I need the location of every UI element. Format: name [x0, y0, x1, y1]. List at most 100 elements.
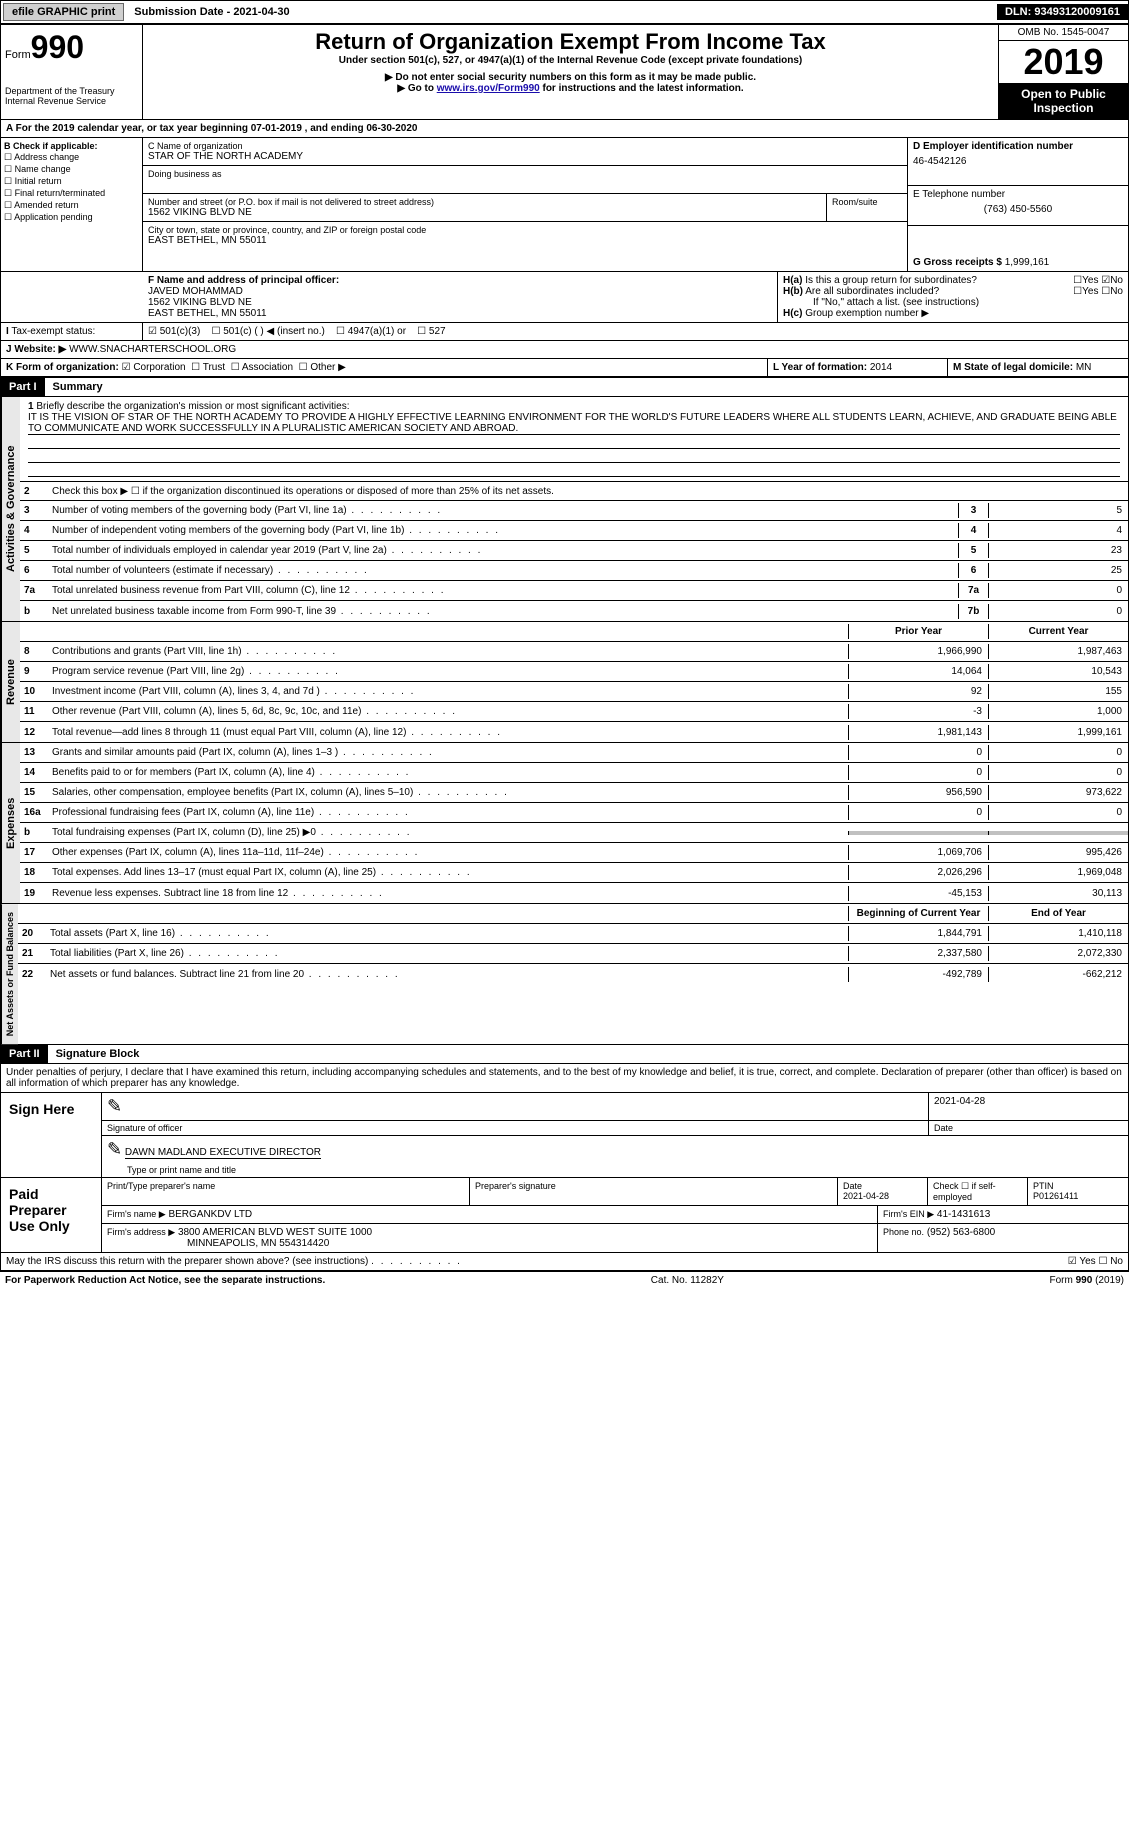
ha-checkboxes[interactable]: ☐Yes ☑No [1073, 275, 1123, 286]
firm-ein: 41-1431613 [937, 1209, 990, 1220]
phone: (763) 450-5560 [913, 204, 1123, 215]
col-end: End of Year [988, 906, 1128, 921]
part2-header-row: Part II Signature Block [0, 1045, 1129, 1064]
line-14: 14Benefits paid to or for members (Part … [20, 763, 1128, 783]
open-public-badge: Open to Public Inspection [999, 83, 1128, 119]
line-21: 21Total liabilities (Part X, line 26)2,3… [18, 944, 1128, 964]
cb-trust[interactable]: ☐ Trust [191, 362, 225, 373]
check-self[interactable]: Check ☐ if self-employed [928, 1178, 1028, 1205]
line-4: 4Number of independent voting members of… [20, 521, 1128, 541]
line-6: 6Total number of volunteers (estimate if… [20, 561, 1128, 581]
paid-prep-label: Paid Preparer Use Only [1, 1178, 101, 1252]
cb-amended[interactable]: ☐ Amended return [4, 200, 139, 211]
line-22: 22Net assets or fund balances. Subtract … [18, 964, 1128, 984]
part2-badge: Part II [1, 1045, 48, 1063]
cb-final-return[interactable]: ☐ Final return/terminated [4, 188, 139, 199]
box-m-label: M State of legal domicile: [953, 362, 1073, 373]
city-label: City or town, state or province, country… [148, 225, 902, 235]
part1-title: Summary [45, 378, 111, 396]
prep-sig-label: Preparer's signature [470, 1178, 838, 1205]
line-7a: 7aTotal unrelated business revenue from … [20, 581, 1128, 601]
cb-initial-return[interactable]: ☐ Initial return [4, 176, 139, 187]
box-b: B Check if applicable: ☐ Address change … [1, 138, 143, 271]
vlabel-ag: Activities & Governance [1, 397, 20, 621]
sign-here-block: Sign Here ✎ 2021-04-28 Signature of offi… [0, 1093, 1129, 1253]
cb-corp[interactable]: ☑ Corporation [122, 362, 186, 373]
firm-phone: (952) 563-6800 [927, 1227, 995, 1238]
line-9: 9Program service revenue (Part VIII, lin… [20, 662, 1128, 682]
firm-addr1: 3800 AMERICAN BLVD WEST SUITE 1000 [178, 1227, 372, 1238]
officer-printed-name: DAWN MADLAND EXECUTIVE DIRECTOR [125, 1147, 321, 1159]
box-e-label: E Telephone number [913, 189, 1123, 200]
irs-link[interactable]: www.irs.gov/Form990 [437, 83, 540, 94]
cb-501c[interactable]: ☐ 501(c) ( ) ◀ (insert no.) [211, 326, 324, 337]
line-3: 3Number of voting members of the governi… [20, 501, 1128, 521]
date-label: Date [928, 1121, 1128, 1135]
org-address: 1562 VIKING BLVD NE [148, 207, 821, 218]
firm-addr2: MINNEAPOLIS, MN 554314420 [107, 1238, 329, 1249]
part1-body: Activities & Governance 1 Briefly descri… [0, 397, 1129, 622]
box-l-label: L Year of formation: [773, 362, 867, 373]
col-begin: Beginning of Current Year [848, 906, 988, 921]
footer: For Paperwork Reduction Act Notice, see … [0, 1271, 1129, 1289]
form-num-big: 990 [31, 29, 84, 65]
part1-header-row: Part I Summary [0, 377, 1129, 397]
website-value: WWW.SNACHARTERSCHOOL.ORG [69, 344, 236, 355]
line-5: 5Total number of individuals employed in… [20, 541, 1128, 561]
tax-year: 2019 [999, 41, 1128, 83]
form-label: Form [5, 49, 31, 61]
cb-app-pending[interactable]: ☐ Application pending [4, 212, 139, 223]
dba-label: Doing business as [148, 169, 902, 179]
note-ssn: ▶ Do not enter social security numbers o… [147, 72, 994, 83]
org-city: EAST BETHEL, MN 55011 [148, 235, 902, 246]
form-title: Return of Organization Exempt From Incom… [147, 29, 994, 55]
line2-text: Check this box ▶ ☐ if the organization d… [48, 484, 1128, 499]
line2-num: 2 [20, 484, 48, 499]
revenue-section: Revenue Prior Year Current Year 8Contrib… [0, 622, 1129, 743]
netassets-section: Net Assets or Fund Balances Beginning of… [0, 904, 1129, 1045]
paperwork-notice: For Paperwork Reduction Act Notice, see … [5, 1275, 325, 1286]
cb-address-change[interactable]: ☐ Address change [4, 152, 139, 163]
hb-checkboxes[interactable]: ☐Yes ☐No [1073, 286, 1123, 297]
gross-receipts: 1,999,161 [1005, 257, 1050, 268]
addr-label: Number and street (or P.O. box if mail i… [148, 197, 821, 207]
website-row: J Website: ▶ WWW.SNACHARTERSCHOOL.ORG [0, 341, 1129, 359]
line1-label: Briefly describe the organization's miss… [36, 401, 349, 412]
cb-4947[interactable]: ☐ 4947(a)(1) or [336, 326, 406, 337]
box-j-label: Website: ▶ [14, 344, 66, 355]
sig-officer-label: Signature of officer [102, 1121, 928, 1135]
box-c-label: C Name of organization [148, 141, 902, 151]
line-19: 19Revenue less expenses. Subtract line 1… [20, 883, 1128, 903]
line-17: 17Other expenses (Part IX, column (A), l… [20, 843, 1128, 863]
submission-date: Submission Date - 2021-04-30 [126, 4, 297, 20]
omb-number: OMB No. 1545-0047 [999, 25, 1128, 41]
goto-post: for instructions and the latest informat… [540, 83, 744, 94]
box-d-label: D Employer identification number [913, 141, 1123, 152]
discuss-row: May the IRS discuss this return with the… [0, 1253, 1129, 1271]
cb-527[interactable]: ☐ 527 [417, 326, 445, 337]
discuss-text: May the IRS discuss this return with the… [6, 1256, 368, 1267]
cb-name-change[interactable]: ☐ Name change [4, 164, 139, 175]
ha-text: Is this a group return for subordinates? [805, 275, 977, 286]
type-name-label: Type or print name and title [102, 1163, 1128, 1177]
part1-badge: Part I [1, 378, 45, 396]
ptin: P01261411 [1033, 1191, 1078, 1201]
line-13: 13Grants and similar amounts paid (Part … [20, 743, 1128, 763]
year-formation: 2014 [870, 362, 892, 373]
part2-title: Signature Block [48, 1045, 148, 1063]
form-subtitle: Under section 501(c), 527, or 4947(a)(1)… [147, 55, 994, 66]
line-11: 11Other revenue (Part VIII, column (A), … [20, 702, 1128, 722]
form-number: Form990 [5, 29, 138, 66]
dln: DLN: 93493120009161 [997, 4, 1128, 20]
cb-other[interactable]: ☐ Other ▶ [299, 362, 346, 373]
org-name: STAR OF THE NORTH ACADEMY [148, 151, 902, 162]
efile-print-btn[interactable]: efile GRAPHIC print [3, 3, 124, 21]
klm-row: K Form of organization: ☑ Corporation ☐ … [0, 359, 1129, 377]
discuss-checkboxes[interactable]: ☑ Yes ☐ No [1068, 1256, 1123, 1267]
officer-addr1: 1562 VIKING BLVD NE [148, 297, 772, 308]
goto-pre: ▶ Go to [397, 83, 436, 94]
cb-501c3[interactable]: ☑ 501(c)(3) [148, 326, 200, 337]
line-12: 12Total revenue—add lines 8 through 11 (… [20, 722, 1128, 742]
line1: 1 Briefly describe the organization's mi… [20, 397, 1128, 481]
cb-assoc[interactable]: ☐ Association [231, 362, 293, 373]
